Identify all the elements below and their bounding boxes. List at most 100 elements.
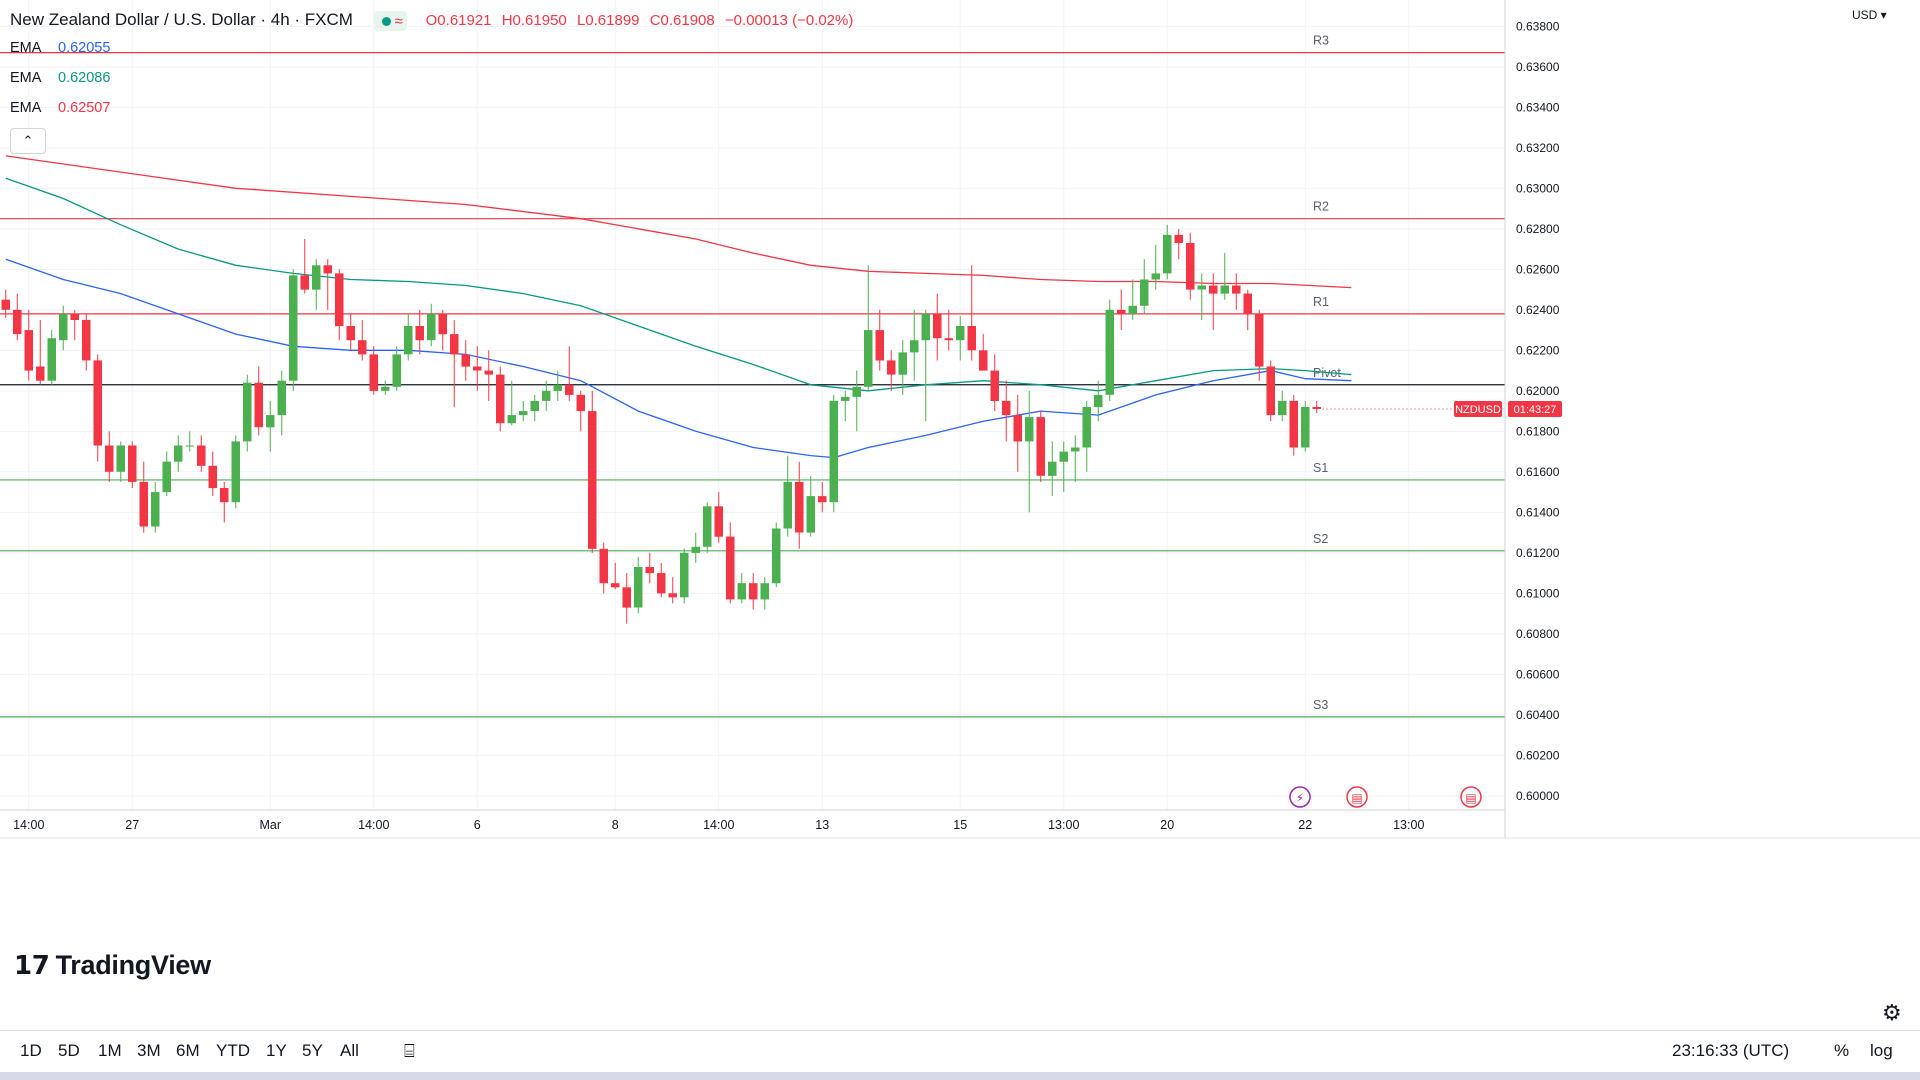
candle-body	[24, 330, 33, 371]
candle-body	[910, 340, 919, 353]
currency-selector[interactable]: USD ▾	[1852, 8, 1887, 22]
candle-body	[622, 587, 631, 608]
price-tick-label: 0.63800	[1516, 19, 1560, 33]
percent-toggle[interactable]: %	[1834, 1041, 1850, 1060]
symbol-title[interactable]: New Zealand Dollar / U.S. Dollar · 4h · …	[10, 10, 353, 29]
candle-body	[944, 338, 953, 341]
candle-body	[864, 330, 873, 387]
candle-body	[300, 275, 309, 290]
low-value: L0.61899	[576, 12, 640, 29]
candle-body	[703, 506, 712, 547]
candle-body	[1255, 313, 1264, 367]
ema-value-1: 0.62055	[58, 40, 111, 56]
candle-body	[1174, 234, 1183, 243]
time-tick-label: 13:00	[1048, 818, 1079, 832]
price-tick-label: 0.62400	[1516, 303, 1560, 317]
candle-body	[1013, 415, 1022, 442]
candle-body	[565, 384, 574, 395]
level-label-s2: S2	[1313, 532, 1328, 546]
candle-body	[47, 338, 56, 381]
candle-body	[1312, 407, 1321, 409]
candle-body	[312, 265, 321, 290]
candle-body	[1071, 447, 1080, 452]
timeframe-5d[interactable]: 5D	[58, 1041, 80, 1060]
candle-body	[956, 326, 965, 341]
bottom-toolbar: 1D 5D 1M 3M 6M YTD 1Y 5Y All ⌸ 23:16:33 …	[0, 1030, 1920, 1073]
time-tick-label: 20	[1160, 818, 1174, 832]
time-tick-label: 8	[612, 818, 619, 832]
price-tick-label: 0.60400	[1516, 708, 1560, 722]
timeframe-6m[interactable]: 6M	[176, 1041, 200, 1060]
event-us-flag-icon	[1346, 786, 1368, 808]
delayed-data-icon: ≈	[394, 12, 403, 30]
candle-body	[1036, 417, 1045, 476]
candle-body	[875, 330, 884, 361]
event-us-flag-icon	[1460, 786, 1482, 808]
candle-body	[806, 496, 815, 533]
candle-body	[105, 445, 114, 472]
candle-body	[415, 326, 424, 341]
candle-body	[1301, 407, 1310, 448]
tradingview-logo[interactable]: 𝟭𝟳 TradingView	[14, 950, 211, 980]
candle-body	[737, 583, 746, 600]
ema-legend-2[interactable]: EMA 0.62086	[10, 70, 111, 86]
candle-body	[220, 488, 229, 503]
settings-gear-icon[interactable]: ⚙	[1882, 1000, 1902, 1025]
time-tick-label: 15	[953, 818, 967, 832]
candle-body	[680, 552, 689, 598]
timeframe-1d[interactable]: 1D	[20, 1041, 42, 1060]
timeframe-all[interactable]: All	[340, 1041, 359, 1060]
ema-line-1	[5, 258, 1352, 459]
timeframe-3m[interactable]: 3M	[137, 1041, 161, 1060]
candle-body	[530, 400, 539, 411]
price-tick-label: 0.60600	[1516, 667, 1560, 681]
price-tick-label: 0.61000	[1516, 586, 1560, 600]
candle-body	[461, 354, 470, 367]
chart-legend: New Zealand Dollar / U.S. Dollar · 4h · …	[10, 8, 859, 123]
candle-body	[795, 481, 804, 533]
price-tick-label: 0.62200	[1516, 343, 1560, 357]
candle-body	[197, 445, 206, 466]
candle-body	[783, 481, 792, 529]
collapse-legend-button[interactable]: ⌃	[10, 128, 46, 154]
candle-body	[404, 326, 413, 355]
date-range-icon[interactable]: ⌸	[404, 1041, 415, 1061]
price-tick-label: 0.61600	[1516, 465, 1560, 479]
candle-body	[128, 445, 137, 482]
ema-legend-3[interactable]: EMA 0.62507	[10, 100, 111, 116]
time-tick-label: 22	[1298, 818, 1312, 832]
candle-body	[323, 265, 332, 274]
candle-body	[496, 374, 505, 424]
time-tick-label: 14:00	[13, 818, 44, 832]
candle-body	[1048, 461, 1057, 476]
level-label-s3: S3	[1313, 698, 1328, 712]
level-label-s1: S1	[1313, 461, 1328, 475]
market-open-icon	[381, 16, 391, 26]
candle-body	[82, 319, 91, 361]
timeframe-5y[interactable]: 5Y	[302, 1041, 323, 1060]
price-tick-label: 0.61200	[1516, 546, 1560, 560]
candle-body	[588, 411, 597, 549]
candle-body	[1289, 400, 1298, 448]
log-toggle[interactable]: log	[1870, 1041, 1893, 1060]
timeframe-1m[interactable]: 1M	[98, 1041, 122, 1060]
candle-body	[990, 370, 999, 401]
price-tick-label: 0.62600	[1516, 262, 1560, 276]
timeframe-ytd[interactable]: YTD	[216, 1041, 250, 1060]
candle-body	[714, 506, 723, 537]
timeframe-1y[interactable]: 1Y	[266, 1041, 287, 1060]
candle-body	[829, 400, 838, 503]
level-label-r2: R2	[1313, 200, 1329, 214]
candle-body	[841, 396, 850, 401]
market-status[interactable]: ≈	[373, 10, 407, 31]
candle-body	[1117, 309, 1126, 314]
candle-body	[450, 334, 459, 355]
utc-clock[interactable]: 23:16:33 (UTC)	[1672, 1041, 1790, 1060]
ema-legend-1[interactable]: EMA 0.62055	[10, 40, 111, 56]
candle-body	[151, 492, 160, 527]
ema-line-2	[5, 177, 1352, 392]
candle-body	[1094, 394, 1103, 408]
ema-value-3: 0.62507	[58, 100, 111, 116]
